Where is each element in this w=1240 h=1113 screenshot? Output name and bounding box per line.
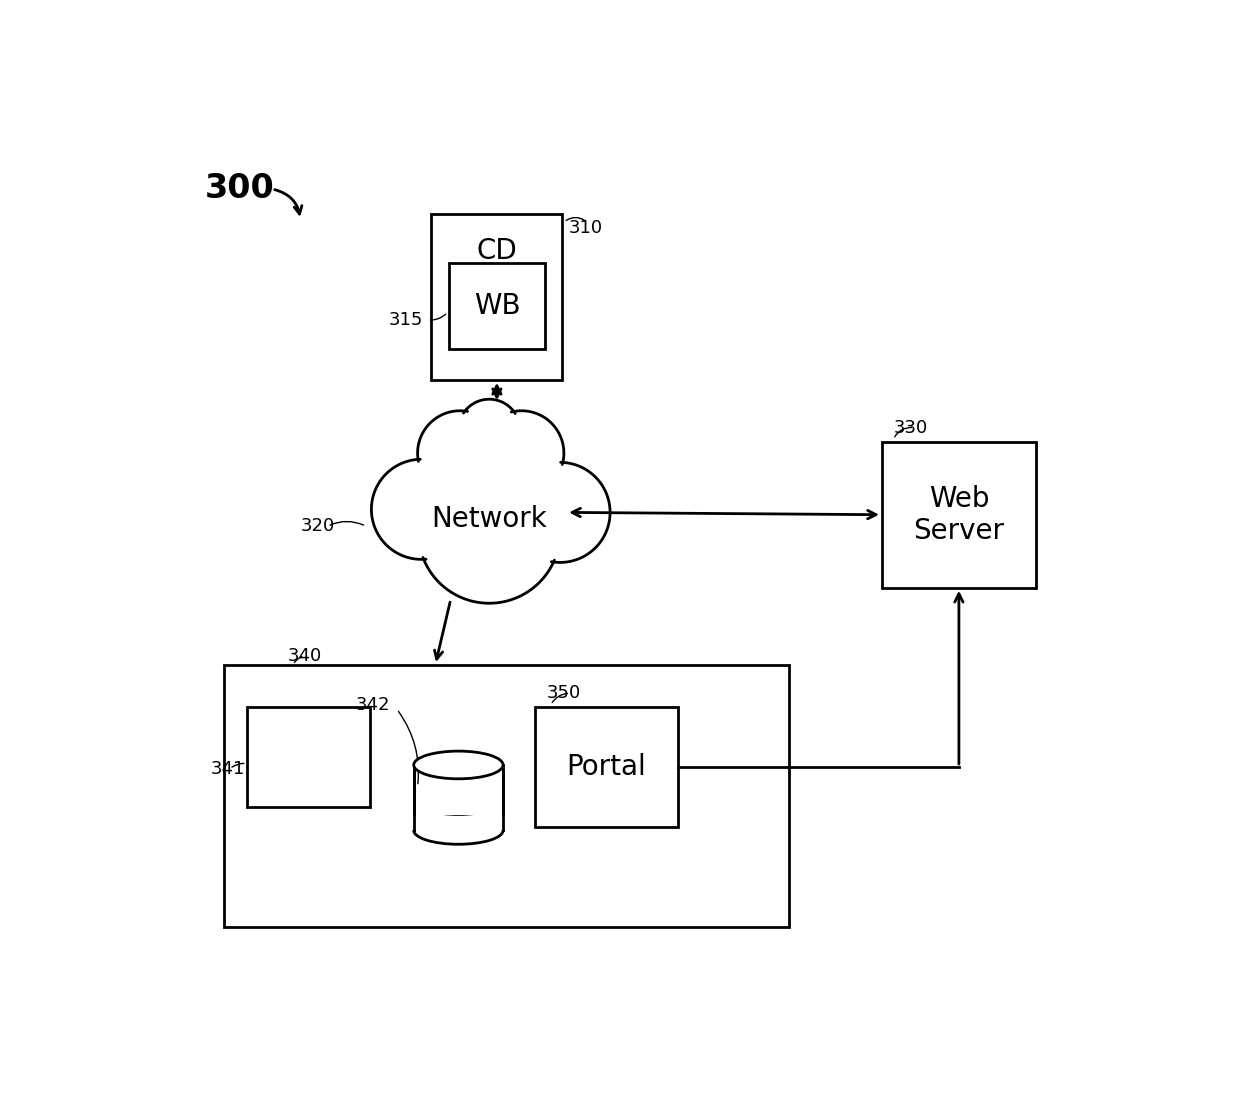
Circle shape <box>510 462 610 562</box>
Text: 350: 350 <box>547 684 582 702</box>
Text: Web
Server: Web Server <box>914 484 1004 545</box>
Text: 330: 330 <box>894 418 928 436</box>
Text: 300: 300 <box>205 173 274 206</box>
Text: 310: 310 <box>568 219 603 237</box>
Bar <box>414 765 503 830</box>
Bar <box>223 664 790 927</box>
Text: 341: 341 <box>211 760 244 778</box>
Bar <box>449 263 544 349</box>
Text: CD: CD <box>476 237 517 265</box>
Ellipse shape <box>414 817 503 845</box>
Bar <box>536 707 678 827</box>
Text: 320: 320 <box>300 518 335 535</box>
Bar <box>432 215 563 380</box>
Text: Network: Network <box>432 504 547 532</box>
Bar <box>247 707 370 807</box>
Bar <box>412 816 505 830</box>
Text: 342: 342 <box>356 697 391 715</box>
Ellipse shape <box>414 751 503 779</box>
Circle shape <box>418 411 502 495</box>
Text: 340: 340 <box>288 647 321 664</box>
Text: Portal: Portal <box>567 752 646 781</box>
Circle shape <box>459 400 520 461</box>
Bar <box>882 442 1035 588</box>
Circle shape <box>479 411 564 495</box>
Circle shape <box>418 462 560 603</box>
Text: WB: WB <box>474 292 521 321</box>
Circle shape <box>372 460 471 560</box>
Text: 315: 315 <box>389 311 424 329</box>
